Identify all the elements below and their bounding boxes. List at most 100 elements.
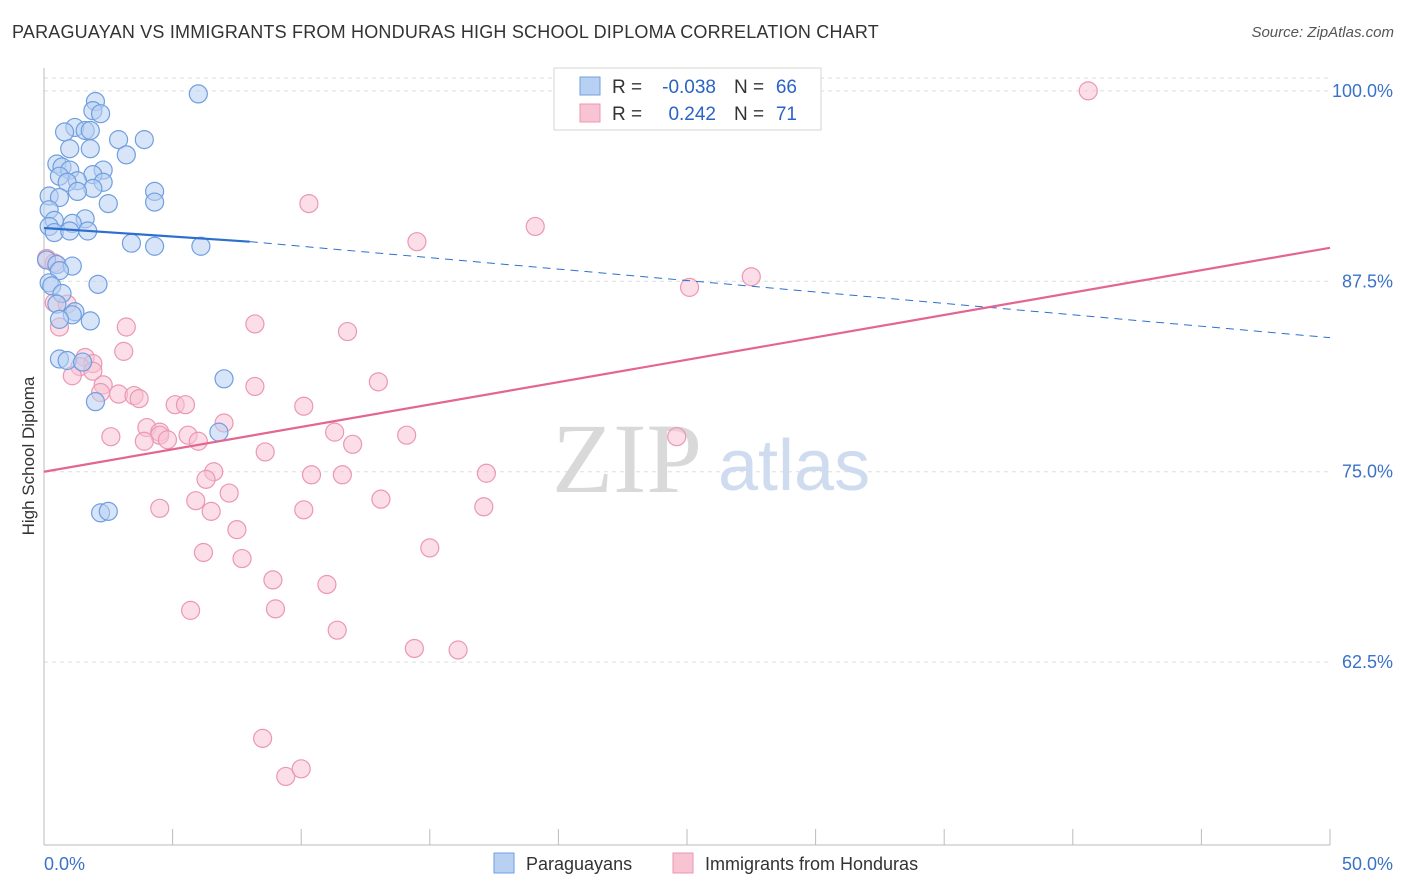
stats-n-value-pink: 71	[776, 104, 797, 125]
point-honduras	[232, 548, 252, 569]
legend-swatch-paraguayans	[493, 852, 515, 874]
point-honduras	[291, 759, 311, 779]
point-paraguayans	[191, 236, 211, 256]
point-honduras	[448, 640, 468, 660]
point-honduras	[474, 497, 494, 517]
x-tick-label-min: 0.0%	[44, 854, 85, 874]
point-honduras	[337, 321, 358, 342]
point-paraguayans	[85, 392, 106, 412]
chart-source: Source: ZipAtlas.com	[1251, 24, 1394, 41]
stats-n-value-blue: 66	[776, 77, 797, 98]
gridlines	[44, 77, 1330, 663]
point-paraguayans	[80, 139, 100, 159]
stats-r-value-blue: -0.038	[662, 77, 716, 98]
point-paraguayans	[121, 233, 142, 253]
point-honduras	[157, 430, 178, 450]
point-paraguayans	[144, 192, 165, 212]
point-honduras	[332, 465, 352, 485]
point-paraguayans	[188, 84, 208, 104]
point-honduras	[371, 489, 391, 509]
point-honduras	[476, 463, 496, 483]
point-honduras	[325, 422, 345, 442]
point-paraguayans	[134, 130, 154, 150]
point-honduras	[188, 431, 208, 451]
x-ticks	[43, 829, 1331, 845]
point-paraguayans	[54, 122, 75, 142]
point-honduras	[420, 538, 440, 558]
point-honduras	[294, 500, 314, 520]
point-honduras	[368, 372, 388, 392]
point-honduras	[404, 638, 424, 659]
stats-legend-swatch-blue	[579, 76, 601, 96]
series-paraguayans	[36, 84, 234, 523]
point-honduras	[327, 620, 347, 640]
y-tick-label: 87.5%	[1342, 271, 1393, 291]
legend-label-paraguayans: Paraguayans	[526, 854, 632, 874]
point-honduras	[255, 442, 275, 462]
trendline-honduras	[43, 246, 1331, 473]
point-honduras	[245, 314, 265, 334]
point-paraguayans	[49, 261, 70, 281]
trendlines	[43, 226, 1331, 473]
point-paraguayans	[67, 181, 88, 202]
point-paraguayans	[214, 369, 234, 389]
series-honduras	[36, 81, 1098, 787]
point-honduras	[219, 483, 239, 503]
point-honduras	[294, 396, 314, 416]
point-paraguayans	[144, 236, 165, 256]
y-tick-label: 62.5%	[1342, 652, 1393, 672]
point-honduras	[407, 232, 427, 252]
stats-r-value-pink: 0.242	[668, 104, 716, 125]
point-paraguayans	[80, 120, 100, 141]
point-honduras	[265, 599, 286, 619]
point-honduras	[116, 317, 136, 337]
point-paraguayans	[49, 309, 70, 329]
stats-r-label-pink: R =	[612, 104, 642, 125]
legend-label-honduras: Immigrants from Honduras	[705, 854, 918, 874]
stats-r-label-blue: R =	[612, 77, 642, 98]
point-paraguayans	[49, 187, 70, 208]
point-honduras	[245, 376, 265, 397]
point-honduras	[196, 469, 216, 489]
point-paraguayans	[83, 178, 103, 198]
point-honduras	[301, 465, 322, 485]
point-honduras	[134, 431, 154, 451]
point-honduras	[299, 193, 319, 214]
point-paraguayans	[88, 274, 108, 294]
point-honduras	[181, 600, 201, 620]
point-honduras	[343, 434, 363, 454]
point-paraguayans	[116, 145, 136, 165]
point-honduras	[263, 570, 283, 590]
watermark-atlas: atlas	[718, 426, 870, 506]
point-honduras	[667, 427, 687, 447]
bottom-legend: Paraguayans Immigrants from Honduras	[493, 852, 918, 874]
point-honduras	[129, 389, 149, 409]
x-tick-label-max: 50.0%	[1342, 854, 1393, 874]
point-honduras	[175, 395, 196, 415]
point-paraguayans	[90, 104, 111, 124]
y-axis-title: High School Diploma	[19, 376, 38, 535]
stats-n-label-blue: N =	[734, 77, 764, 98]
point-paraguayans	[98, 193, 118, 214]
stats-legend-swatch-pink	[579, 103, 601, 123]
watermark: ZIP atlas	[552, 403, 870, 514]
stats-n-label-pink: N =	[734, 104, 764, 125]
chart-title: PARAGUAYAN VS IMMIGRANTS FROM HONDURAS H…	[12, 22, 879, 42]
point-honduras	[201, 501, 221, 521]
point-honduras	[186, 491, 206, 511]
point-honduras	[227, 520, 247, 540]
point-honduras	[114, 341, 134, 361]
point-honduras	[150, 498, 170, 518]
point-honduras	[1078, 81, 1098, 101]
point-paraguayans	[80, 311, 100, 331]
point-honduras	[741, 267, 761, 287]
point-honduras	[317, 574, 337, 595]
y-tick-label: 100.0%	[1332, 81, 1393, 101]
point-paraguayans	[108, 130, 129, 150]
point-honduras	[276, 766, 296, 787]
trendline-paraguayans	[43, 226, 250, 243]
point-paraguayans	[98, 501, 118, 521]
watermark-zip: ZIP	[552, 403, 702, 514]
point-honduras	[253, 728, 273, 748]
